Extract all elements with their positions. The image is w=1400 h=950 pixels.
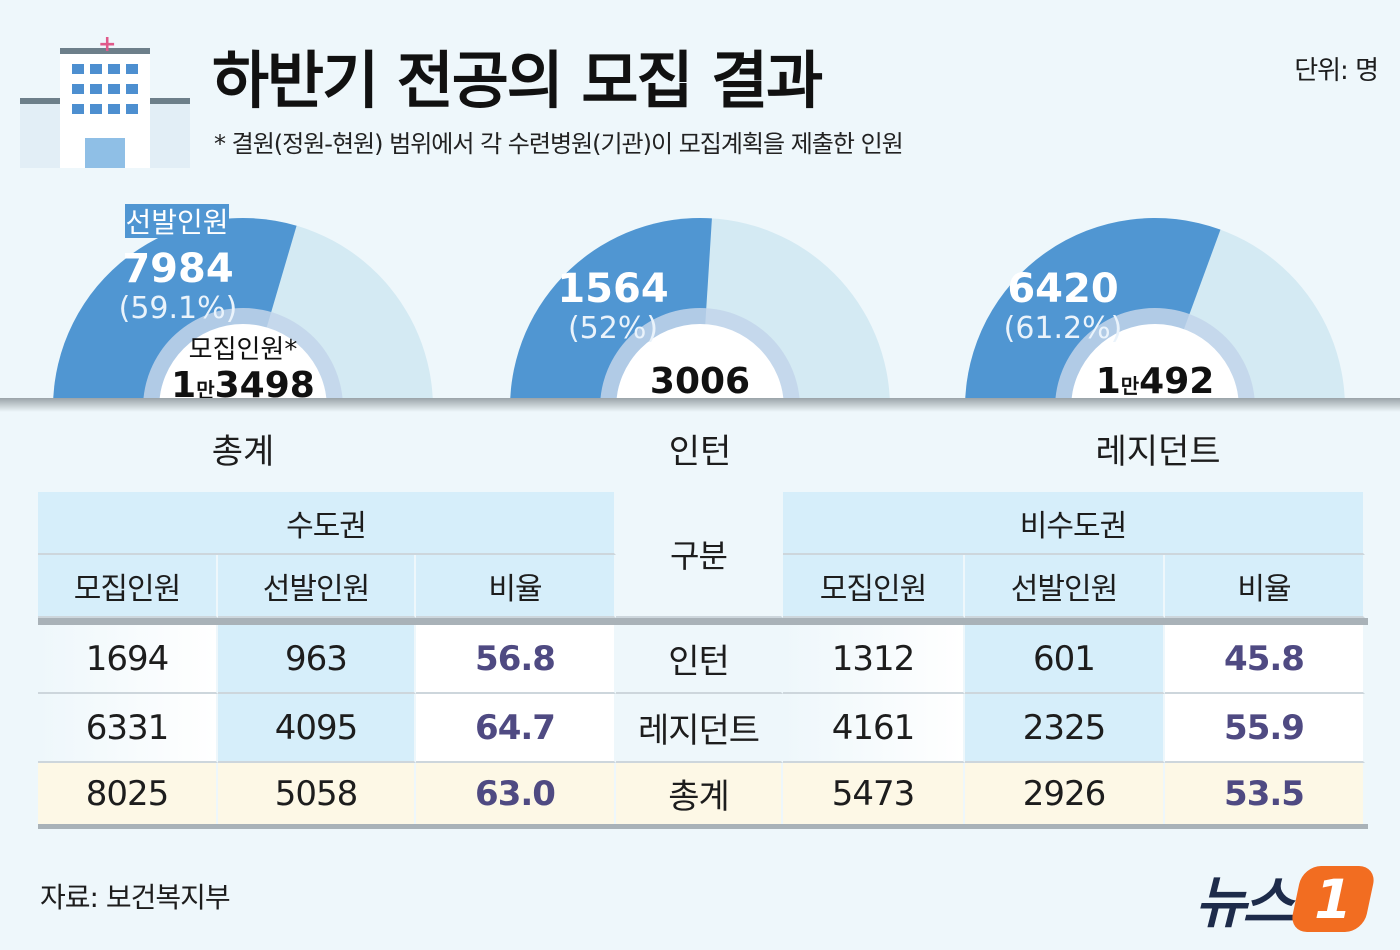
selected-value: 6420	[1007, 266, 1118, 312]
header-divider	[38, 618, 1368, 625]
source-note: 자료: 보건복지부	[40, 881, 231, 914]
inner-circle	[159, 324, 327, 410]
inner-circle	[616, 324, 784, 410]
header-category: 구분	[616, 492, 783, 618]
column-header: 비율	[1165, 555, 1365, 618]
baseline-shadow	[0, 398, 1400, 412]
selected-value: 7984	[122, 246, 233, 292]
table-cell: 2325	[965, 694, 1165, 763]
semi-donut-charts: 선발인원7984(59.1%)모집인원*1만34981564(52%)30066…	[53, 204, 1345, 410]
selected-percent: (61.2%)	[1004, 311, 1123, 346]
selected-label-bg	[125, 204, 229, 238]
column-header: 선발인원	[965, 555, 1165, 618]
recruit-value-part: 3006	[650, 361, 750, 402]
table-cell: 601	[965, 625, 1165, 694]
recruit-value: 1만492	[1096, 361, 1215, 402]
row-label: 레지던트	[616, 694, 783, 763]
table-cell: 53.5	[1165, 763, 1365, 826]
table-cell: 63.0	[416, 763, 616, 826]
column-header: 모집인원	[38, 555, 218, 618]
table-cell: 6331	[38, 694, 218, 763]
table-cell: 1694	[38, 625, 218, 694]
table-cell: 5058	[218, 763, 416, 826]
table-cell: 8025	[38, 763, 218, 826]
chart-category-intern: 인턴	[668, 432, 732, 472]
row-label: 총계	[616, 763, 783, 826]
recruit-label: 모집인원*	[189, 335, 298, 365]
table-cell: 2926	[965, 763, 1165, 826]
column-header: 비율	[416, 555, 616, 618]
recruit-value-part: 만	[196, 378, 215, 402]
column-header: 선발인원	[218, 555, 416, 618]
table-cell: 55.9	[1165, 694, 1365, 763]
table-cell: 963	[218, 625, 416, 694]
footnote: * 결원(정원-현원) 범위에서 각 수련병원(기관)이 모집계획을 제출한 인…	[214, 130, 904, 158]
table-cell: 4161	[783, 694, 965, 763]
chart-category-total: 총계	[211, 432, 275, 472]
header-capital: 수도권	[38, 492, 616, 555]
page-title: 하반기 전공의 모집 결과	[212, 44, 823, 117]
row-label: 인턴	[616, 625, 783, 694]
hospital-icon: +	[20, 28, 190, 168]
recruit-value-part: 1	[1096, 361, 1121, 402]
table-cell: 1312	[783, 625, 965, 694]
news1-logo: 뉴스 1	[1195, 858, 1378, 939]
table-cell: 5473	[783, 763, 965, 826]
table-bottom-border	[38, 824, 1368, 829]
table-cell: 64.7	[416, 694, 616, 763]
table-cell: 4095	[218, 694, 416, 763]
table-cell: 56.8	[416, 625, 616, 694]
chart-category-resident: 레지던트	[1095, 432, 1221, 472]
inner-circle	[1071, 324, 1239, 410]
selected-percent: (59.1%)	[119, 291, 238, 326]
recruit-value-part: 492	[1139, 361, 1214, 402]
recruit-value-part: 만	[1121, 374, 1140, 398]
table-cell: 45.8	[1165, 625, 1365, 694]
recruit-value: 3006	[650, 361, 750, 402]
header-noncapital: 비수도권	[783, 492, 1365, 555]
unit-label: 단위: 명	[1294, 56, 1379, 86]
selected-value: 1564	[557, 266, 668, 312]
selected-label: 선발인원	[125, 206, 228, 239]
selected-percent: (52%)	[568, 311, 658, 346]
column-header: 모집인원	[783, 555, 965, 618]
